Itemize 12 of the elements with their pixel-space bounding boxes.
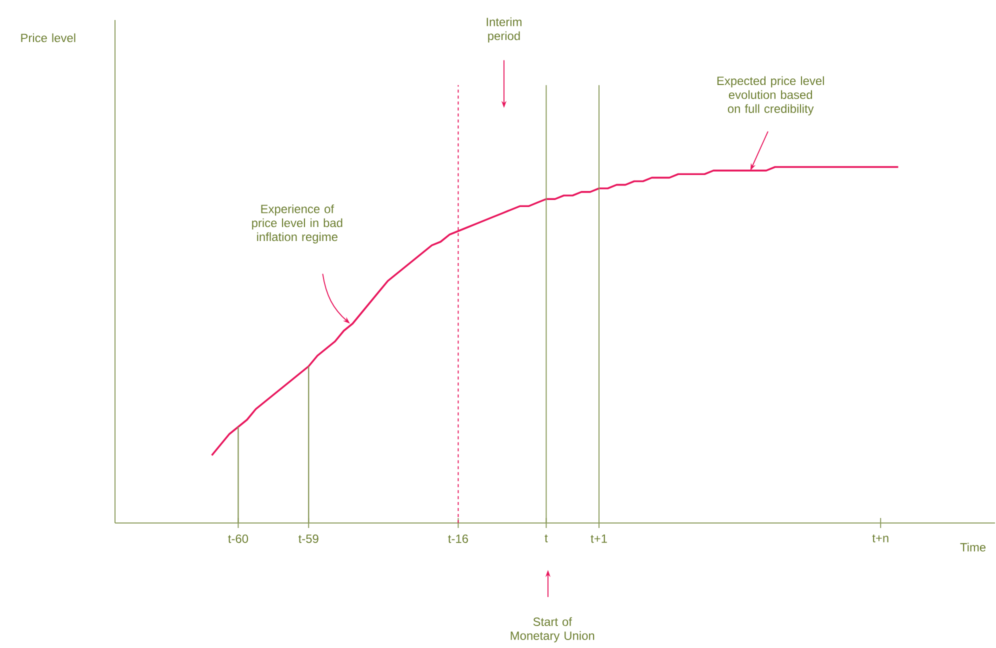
text: Price level [21, 33, 76, 42]
x-tick-label: t-59 [298, 534, 318, 543]
x-tick-label: t-60 [228, 534, 248, 543]
text: Expected price level evolution based on full credibility [717, 76, 824, 116]
x-axis-title: Time [960, 542, 986, 552]
x-tick-label: t+n [872, 534, 888, 542]
annotation: Experience of price level in bad inflation regime [252, 204, 342, 244]
x-tick-label: t [544, 534, 548, 542]
x-tick-label: t-16 [448, 534, 468, 543]
text: Start of Monetary Union [510, 617, 594, 642]
x-tick-label: t+1 [590, 534, 607, 543]
text: Interim period [486, 17, 522, 42]
